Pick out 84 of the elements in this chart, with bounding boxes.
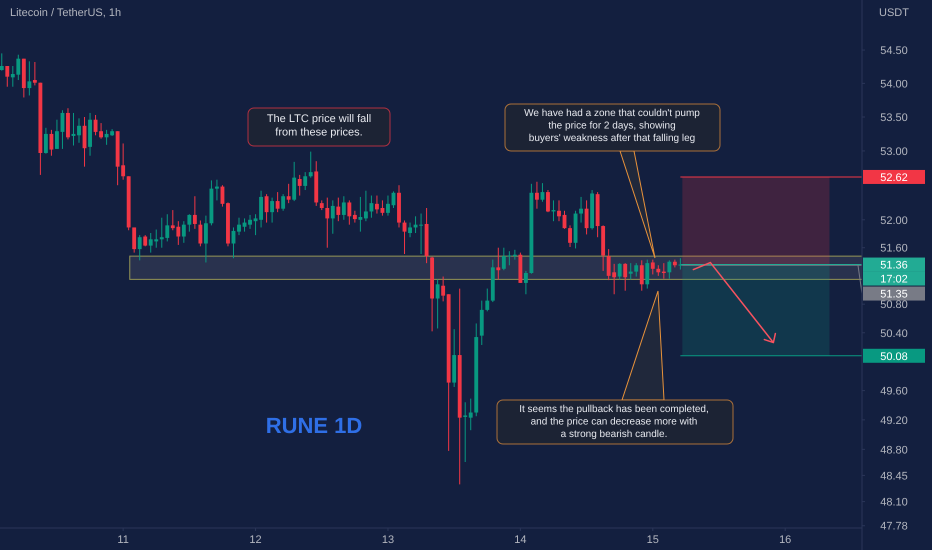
text: 17:02 xyxy=(880,274,908,286)
candlestick xyxy=(10,66,15,88)
x-tick-label: 16 xyxy=(779,534,792,546)
x-tick-label: 11 xyxy=(117,534,129,546)
candlestick xyxy=(540,182,544,202)
candlestick xyxy=(342,196,346,220)
candlestick xyxy=(0,52,4,72)
candlestick xyxy=(214,179,219,201)
x-tick-label: 15 xyxy=(646,534,659,546)
candlestick xyxy=(138,234,142,261)
candlestick xyxy=(579,196,583,224)
y-tick-label: 48.10 xyxy=(880,496,908,509)
candlestick xyxy=(44,127,48,154)
candlestick xyxy=(182,220,186,244)
y-tick-label: 47.78 xyxy=(880,520,908,533)
candlestick xyxy=(650,259,655,275)
candlestick xyxy=(264,194,269,224)
ref-line-label: 52.62 xyxy=(880,172,908,184)
candlestick xyxy=(187,214,192,232)
x-tick-label: 14 xyxy=(514,534,527,546)
ref-line-label: 51.36 xyxy=(880,260,908,272)
candlestick xyxy=(16,54,20,81)
candlestick xyxy=(330,200,335,234)
candlestick xyxy=(32,62,37,86)
candlestick xyxy=(27,60,32,96)
candlestick xyxy=(132,226,136,254)
candlestick xyxy=(369,195,374,218)
candlestick xyxy=(160,217,164,248)
y-axis-title: USDT xyxy=(879,7,910,19)
candlestick xyxy=(198,220,202,247)
candlestick xyxy=(485,288,490,312)
y-tick-label: 54.00 xyxy=(880,78,908,90)
y-tick-label: 53.50 xyxy=(880,112,908,124)
y-tick-label: 54.50 xyxy=(880,45,908,58)
candlestick xyxy=(524,270,528,295)
x-tick-label: 12 xyxy=(249,534,262,546)
candlestick xyxy=(645,259,650,290)
candlestick xyxy=(286,183,291,204)
annotation: It seems the pullback has been completed, and the price can decrease more with a strong bearish candle. xyxy=(519,404,709,440)
y-tick-label: 51.60 xyxy=(880,242,908,255)
candlestick xyxy=(552,200,556,222)
candlestick xyxy=(204,215,208,263)
annotation: The LTC price will fall from these prices. xyxy=(266,113,372,138)
y-tick-label: 49.20 xyxy=(880,414,908,427)
candlestick xyxy=(336,197,340,222)
text: Litecoin / TetherUS, 1h xyxy=(10,7,122,19)
ref-line-label: 50.08 xyxy=(880,350,908,363)
candlestick xyxy=(320,200,324,211)
y-tick-label: 48.45 xyxy=(880,470,908,482)
candlestick xyxy=(281,194,286,212)
candlestick xyxy=(165,214,170,242)
candlestick xyxy=(308,151,313,178)
candlestick xyxy=(662,262,666,280)
y-tick-label: 50.80 xyxy=(880,299,908,312)
y-tick-label: 52.00 xyxy=(880,214,908,227)
candlestick xyxy=(546,190,550,213)
candlestick xyxy=(408,222,412,238)
candlestick xyxy=(270,197,274,224)
candlestick xyxy=(325,197,330,248)
candlestick xyxy=(678,258,682,270)
candlestick xyxy=(463,402,468,462)
annotation: RUNE 1D xyxy=(266,413,362,438)
candlestick xyxy=(298,174,302,196)
y-tick-label: 53.00 xyxy=(880,146,908,158)
candlestick xyxy=(276,192,280,213)
candlestick xyxy=(568,224,572,248)
ref-line-label: 51.35 xyxy=(880,288,908,301)
y-tick-label: 49.60 xyxy=(880,386,908,398)
annotation: We have had a zone that couldn't pump the price for 2 days, showing buyers' weakness after that falling leg xyxy=(524,108,700,144)
candlestick xyxy=(402,220,406,255)
candlestick xyxy=(640,260,644,292)
candlestick xyxy=(584,200,589,235)
candlestick xyxy=(192,196,197,230)
candlestick xyxy=(436,278,440,329)
candlestick xyxy=(656,264,660,276)
candlestick xyxy=(82,116,86,168)
candlestick xyxy=(176,220,180,246)
candlestick xyxy=(534,181,539,210)
x-tick-label: 13 xyxy=(382,534,394,546)
y-tick-label: 50.40 xyxy=(880,328,908,340)
y-tick-label: 48.80 xyxy=(880,444,908,456)
candlestick xyxy=(292,161,296,202)
candlestick xyxy=(667,260,672,280)
candlestick xyxy=(49,129,54,156)
